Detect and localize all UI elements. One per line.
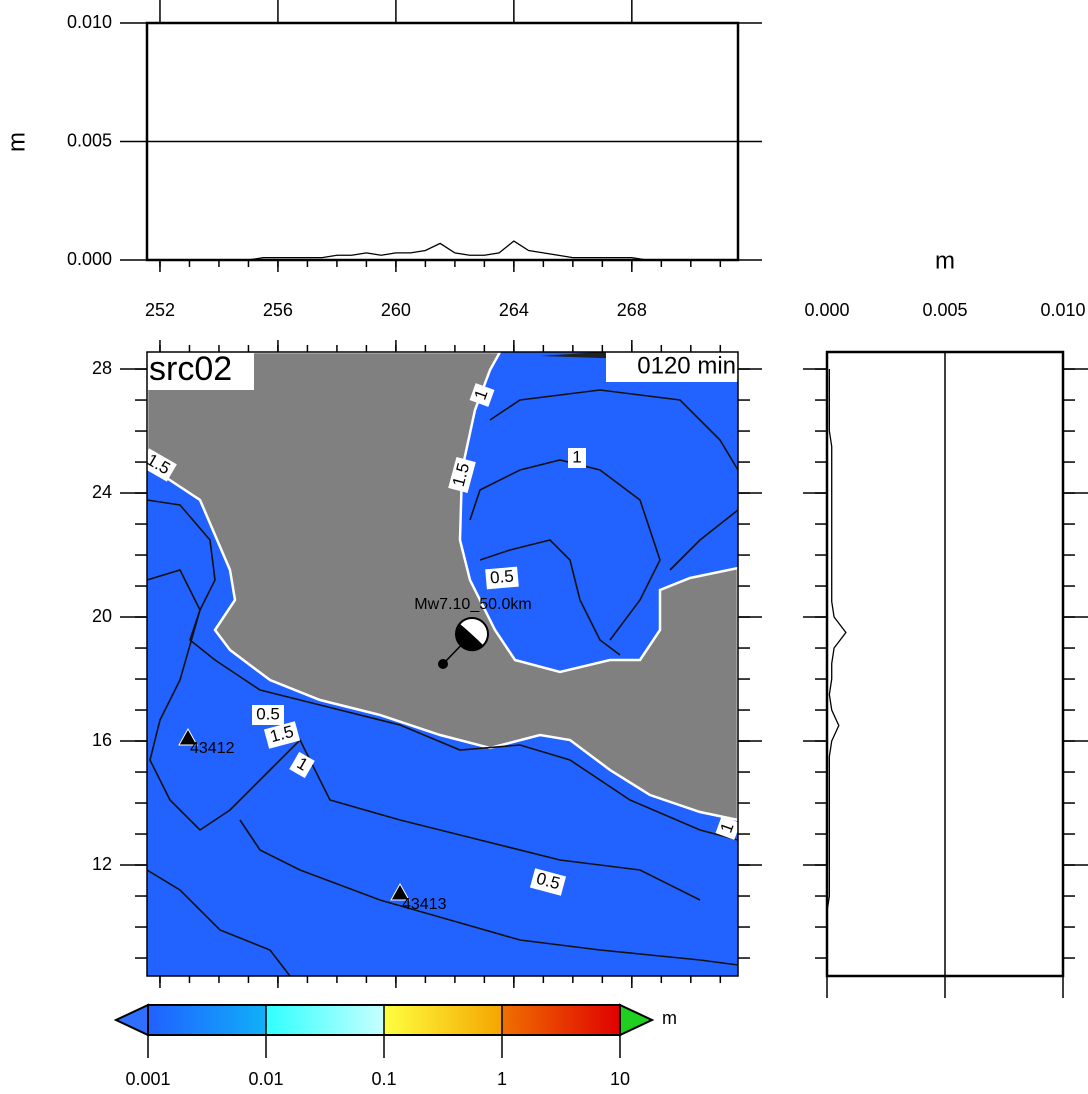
map-title: src02 [149, 350, 232, 388]
map-frame [146, 351, 739, 977]
map: 1 1.5 1 0.5 1.5 0.5 1.5 1 0.5 1 Mw7.10_5… [139, 350, 741, 977]
colorbar-segment [266, 1005, 384, 1035]
colorbar-under [113, 1003, 149, 1037]
top-profile [159, 240, 721, 261]
lon-tick-label: 264 [499, 300, 529, 320]
top-y-tick-label: 0.005 [67, 130, 112, 150]
lon-tick-label: 268 [617, 300, 647, 320]
station-label: 43412 [190, 740, 235, 757]
time-box [606, 352, 738, 382]
contours [146, 389, 739, 977]
title-box [147, 352, 254, 390]
right-x-tick-label: 0.000 [804, 300, 849, 320]
colorbar-tick-label: 0.1 [371, 1069, 396, 1089]
contour-labels: 1 1.5 1 0.5 1.5 0.5 1.5 1 0.5 1 [139, 383, 741, 896]
colorbar-tick-label: 10 [610, 1069, 630, 1089]
colorbar-segment [502, 1005, 620, 1035]
colorbar-tick-label: 0.01 [248, 1069, 283, 1089]
contour-label: 1 [572, 447, 581, 466]
lon-tick-label: 256 [263, 300, 293, 320]
lat-tick-label: 12 [92, 854, 112, 874]
colorbar-tick-label: 0.001 [125, 1069, 170, 1089]
right-profile [826, 369, 847, 959]
lat-tick-label: 24 [92, 482, 112, 502]
colorbar-unit: m [662, 1008, 677, 1028]
time-label: 0120 min [637, 352, 736, 379]
right-x-label: m [935, 247, 955, 274]
colorbar-over [619, 1003, 655, 1037]
lon-tick-label: 252 [145, 300, 175, 320]
contour-label: 0.5 [489, 566, 514, 587]
station-label: 43413 [402, 896, 447, 913]
top-y-tick-label: 0.000 [67, 249, 112, 269]
right-x-tick-label: 0.005 [922, 300, 967, 320]
lon-tick-label: 260 [381, 300, 411, 320]
lat-tick-label: 20 [92, 606, 112, 626]
epicenter: Mw7.10_50.0km [414, 596, 532, 669]
right-x-tick-label: 0.010 [1040, 300, 1085, 320]
top-y-label: m [3, 132, 30, 152]
colorbar-tick-label: 1 [497, 1069, 507, 1089]
event-label: Mw7.10_50.0km [414, 596, 531, 613]
lat-tick-label: 16 [92, 730, 112, 750]
land [145, 350, 740, 822]
lat-tick-label: 28 [92, 358, 112, 378]
contour-label: 0.5 [256, 704, 280, 723]
colorbar-segment [384, 1005, 502, 1035]
top-y-tick-label: 0.010 [67, 12, 112, 32]
colorbar-segment [148, 1005, 266, 1035]
stations: 43412 43413 [178, 727, 447, 913]
